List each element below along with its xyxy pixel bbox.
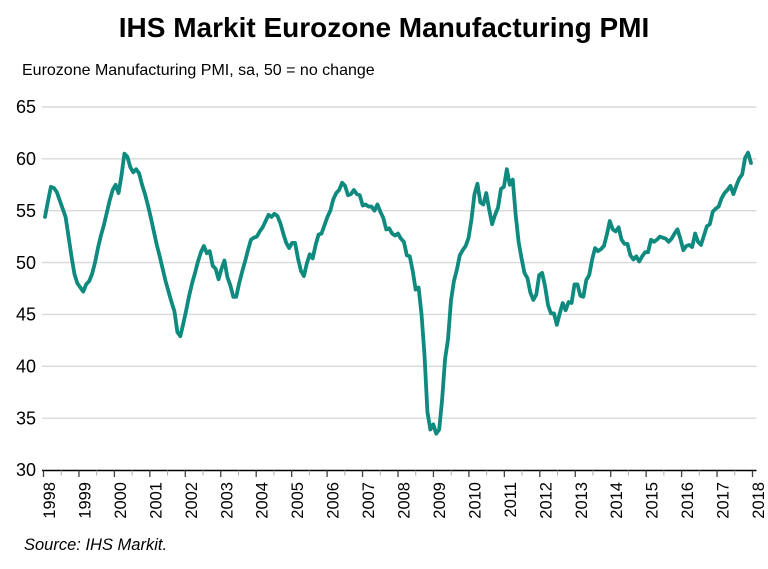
x-axis-tick-label: 2013 (573, 482, 591, 519)
x-axis-tick-label: 2010 (466, 482, 484, 519)
x-axis-tick-label: 2008 (396, 482, 414, 519)
pmi-line-series (43, 150, 753, 436)
y-axis-tick-label: 30 (16, 460, 36, 480)
pmi-series-polyline (43, 150, 753, 436)
y-axis-tick-label: 40 (16, 356, 36, 376)
y-axis-tick-label: 65 (16, 97, 36, 117)
y-axis-tick-label: 45 (16, 305, 36, 325)
x-axis-tick-label: 2009 (431, 482, 449, 519)
y-axis-tick-label: 35 (16, 408, 36, 428)
x-axis-tick-label: 2014 (608, 482, 626, 519)
x-axis-tick-label: 2005 (289, 482, 307, 519)
x-axis-tick-label: 1999 (76, 482, 94, 519)
chart-subtitle: Eurozone Manufacturing PMI, sa, 50 = no … (22, 62, 375, 79)
x-axis-tick-label: 2017 (715, 482, 733, 519)
x-axis-tick-label: 2002 (183, 482, 201, 519)
x-axis-tick-label: 2000 (112, 482, 130, 519)
x-axis-tick-label: 2007 (360, 482, 378, 519)
source-note: Source: IHS Markit. (24, 536, 168, 554)
x-axis-tick-label: 2018 (750, 482, 768, 519)
x-axis (42, 469, 757, 477)
x-axis-tick-label: 1998 (41, 482, 59, 519)
y-axis-tick-label: 50 (16, 253, 36, 273)
gridlines (42, 106, 757, 419)
y-axis-tick-label: 55 (16, 201, 36, 221)
x-axis-tick-label: 2016 (679, 482, 697, 519)
x-axis-tick-label: 2011 (502, 482, 520, 517)
x-axis-tick-label: 2001 (147, 482, 165, 519)
x-axis-tick-label: 2012 (537, 482, 555, 519)
x-axis-tick-label: 2003 (218, 482, 236, 519)
x-axis-tick-label: 2015 (644, 482, 662, 519)
y-axis-tick-label: 60 (16, 149, 36, 169)
y-axis-labels: 30 35 40 45 50 55 60 65 (16, 97, 36, 480)
chart-title: IHS Markit Eurozone Manufacturing PMI (118, 12, 650, 43)
x-axis-tick-label: 2006 (325, 482, 343, 519)
x-axis-tick-label: 2004 (254, 482, 272, 519)
x-axis-labels: 1998 1999 2000 2001 2002 2003 2004 2005 2006 2007… (41, 482, 768, 519)
